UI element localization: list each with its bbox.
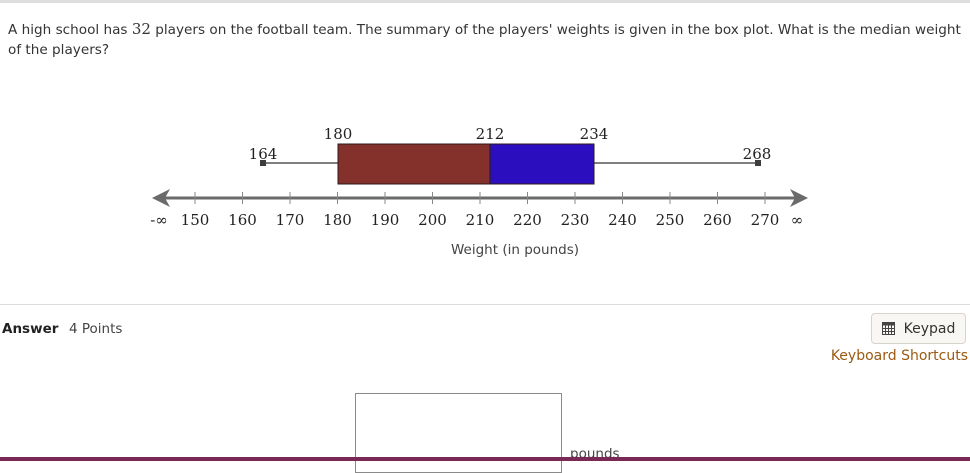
lower-box xyxy=(337,143,491,185)
keypad-label: Keypad xyxy=(903,320,956,337)
tick-label: 270 xyxy=(751,211,780,229)
bottom-bar xyxy=(0,457,970,461)
tick-label: 160 xyxy=(228,211,257,229)
points-value: 4 Points xyxy=(69,321,123,337)
right-arrow-icon xyxy=(790,189,808,207)
tick-label: 150 xyxy=(181,211,210,229)
answer-input[interactable] xyxy=(355,393,562,473)
axis-ticks xyxy=(194,192,766,204)
tick-label: 190 xyxy=(371,211,400,229)
max-label: 268 xyxy=(743,145,772,163)
pos-infinity-label: ∞ xyxy=(791,211,804,229)
left-arrow-icon xyxy=(152,189,170,207)
median-label: 212 xyxy=(476,125,505,143)
section-divider xyxy=(0,304,970,305)
top-divider xyxy=(0,0,970,3)
tick-label: 200 xyxy=(418,211,447,229)
player-count: 32 xyxy=(131,20,151,38)
question-suffix: players on the football team. The summar… xyxy=(8,22,961,58)
q1-label: 180 xyxy=(324,125,353,143)
tick-label: 220 xyxy=(513,211,542,229)
neg-infinity-label: -∞ xyxy=(150,211,168,229)
min-label: 164 xyxy=(249,145,278,163)
x-axis-title: Weight (in pounds) xyxy=(451,242,579,258)
tick-label: 170 xyxy=(276,211,305,229)
q3-label: 234 xyxy=(580,125,609,143)
box-plot: 180 212 234 164 268 -∞ 150 160 170 180 1… xyxy=(150,125,808,258)
max-marker xyxy=(755,160,761,166)
min-marker xyxy=(260,160,266,166)
answer-label: Answer xyxy=(2,321,59,337)
question-text: A high school has 32 players on the foot… xyxy=(8,19,963,60)
question-prefix: A high school has xyxy=(8,22,132,38)
calculator-icon xyxy=(881,322,895,335)
tick-label: 180 xyxy=(323,211,352,229)
upper-box xyxy=(489,143,595,185)
tick-label: 240 xyxy=(608,211,637,229)
tick-label: 260 xyxy=(703,211,732,229)
tick-label: 230 xyxy=(561,211,590,229)
keypad-button[interactable]: Keypad xyxy=(871,313,966,344)
tick-label: 250 xyxy=(656,211,685,229)
keyboard-shortcuts-link[interactable]: Keyboard Shortcuts xyxy=(830,348,968,364)
tick-label: 210 xyxy=(466,211,495,229)
